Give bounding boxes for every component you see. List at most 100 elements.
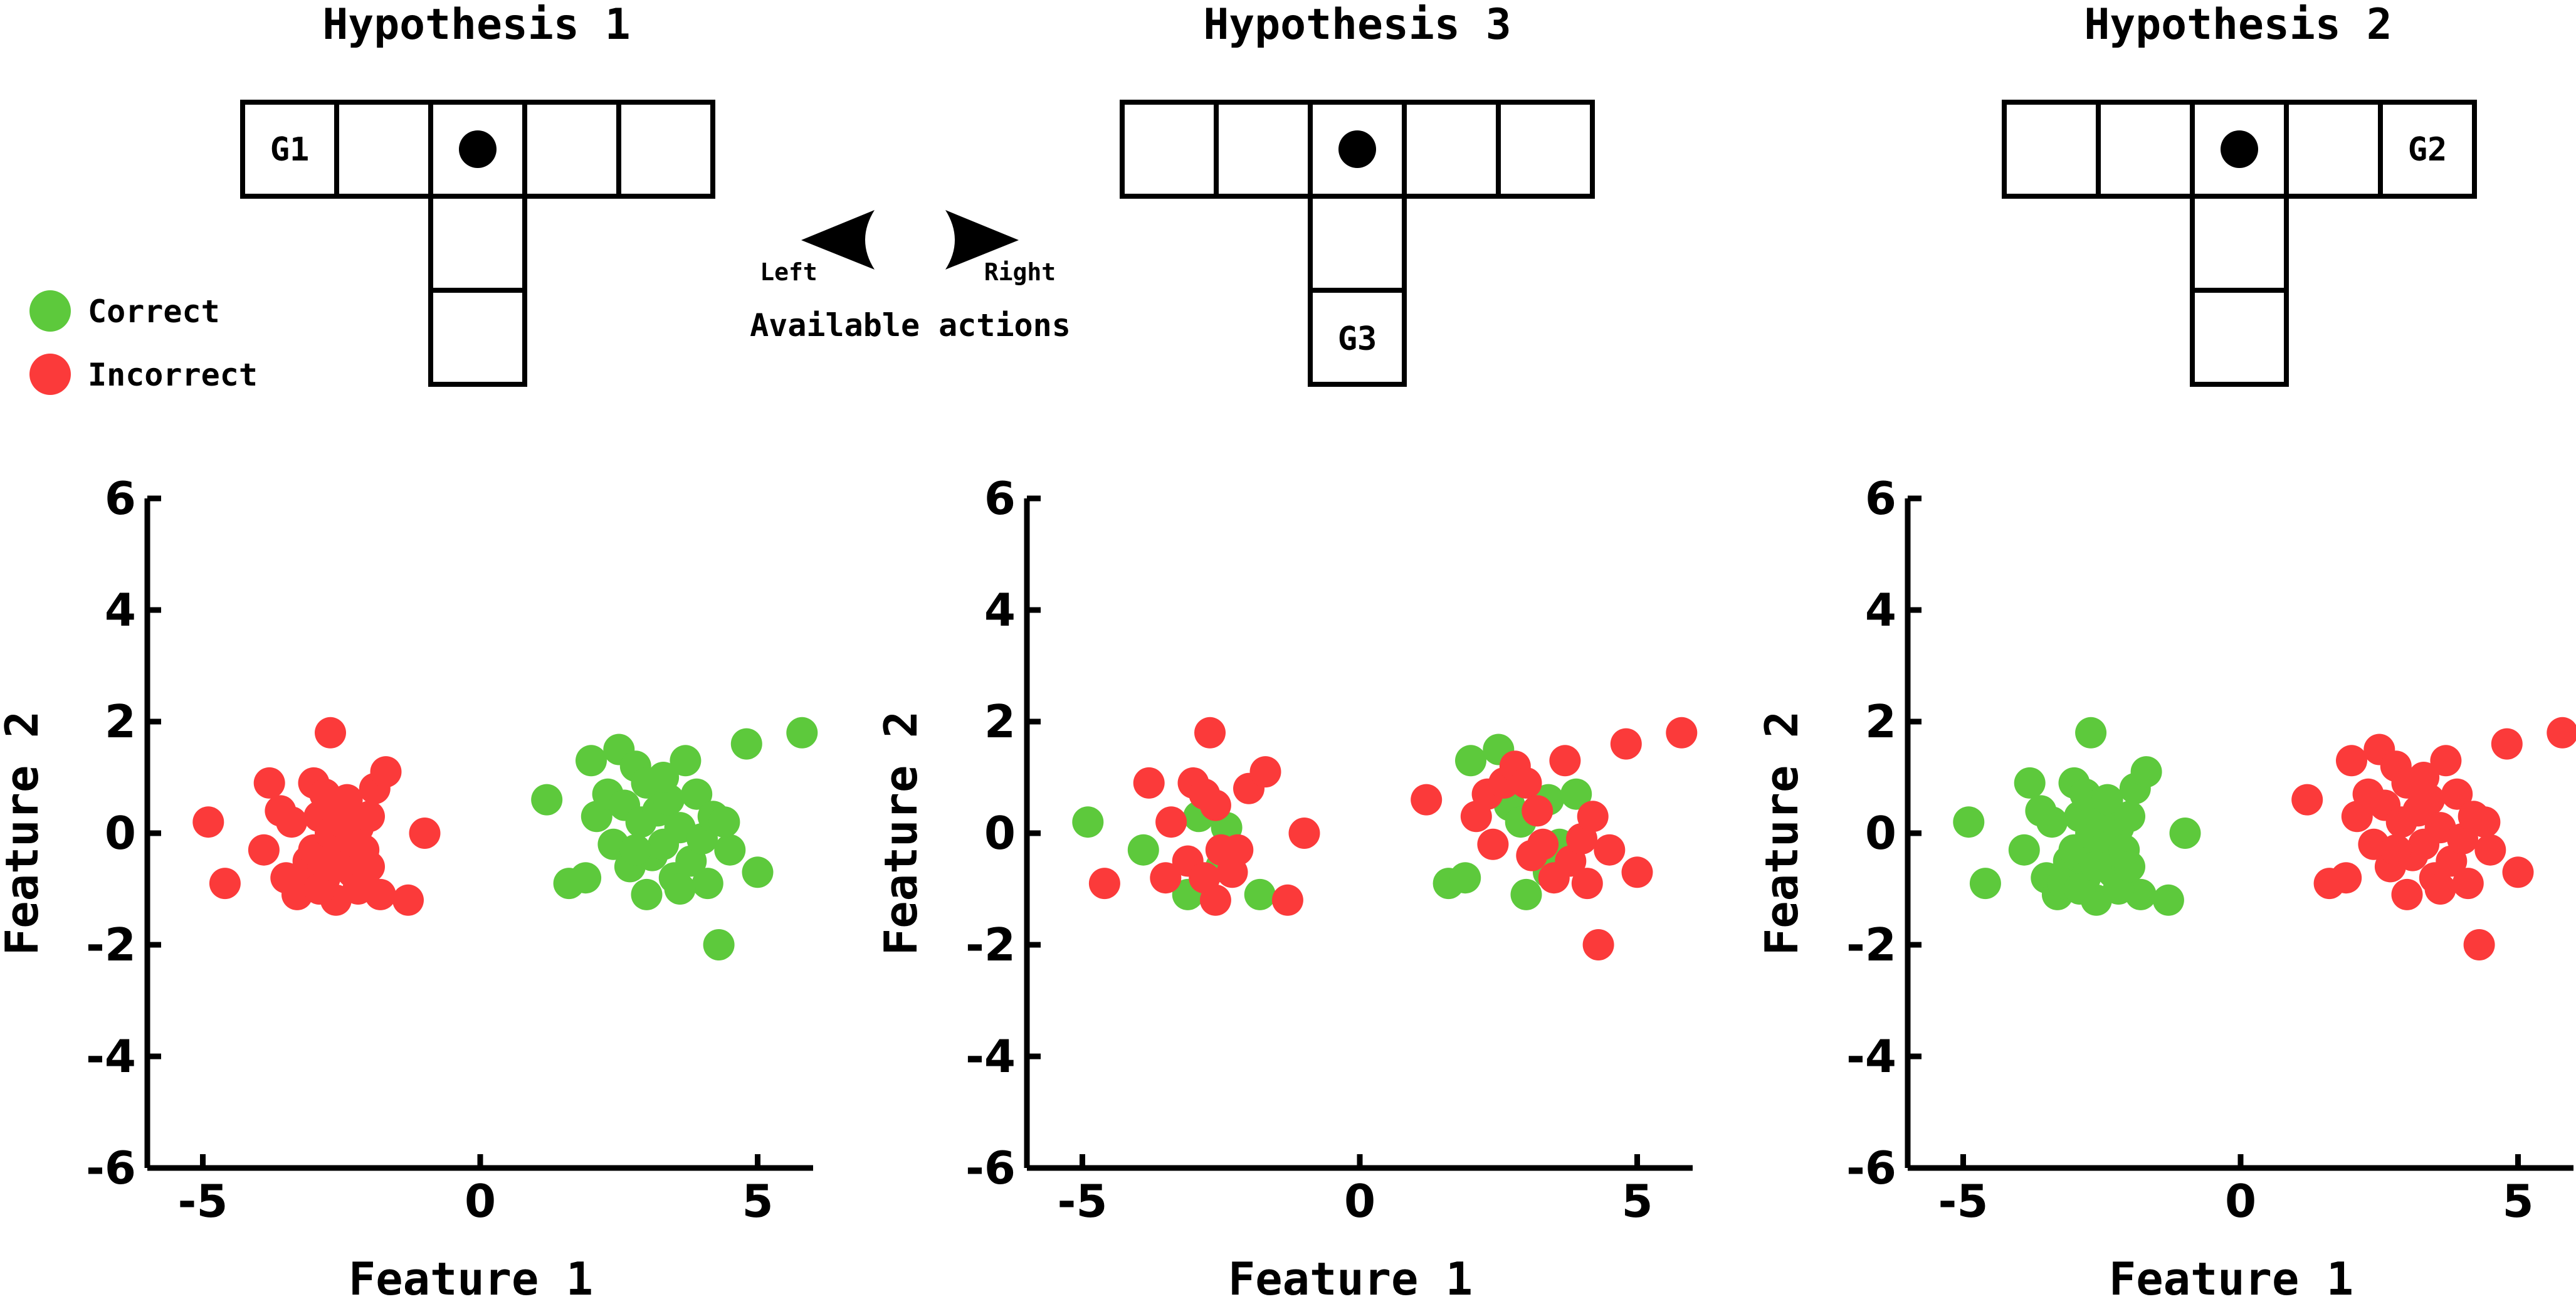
data-point-correct [2075, 717, 2107, 749]
data-point-correct [531, 784, 563, 816]
y-tick-label: -2 [86, 918, 136, 971]
maze-cell [2284, 100, 2383, 199]
goal-label-1: G1 [270, 131, 310, 169]
y-tick-label: 2 [105, 695, 136, 748]
data-point-incorrect [1527, 828, 1559, 860]
y-axis-label: Feature 2 [875, 711, 927, 955]
x-axis-label: Feature 1 [1228, 1253, 1473, 1299]
maze-cell [522, 100, 621, 199]
maze-cell [334, 100, 433, 199]
y-tick-label: 4 [1865, 584, 1896, 636]
arrow-right-icon [945, 210, 1019, 270]
maze-cell [1120, 100, 1219, 199]
series-correct [1953, 717, 2201, 916]
data-point-correct [2025, 795, 2057, 827]
y-tick-label: -4 [86, 1030, 136, 1083]
legend-correct-marker [29, 290, 71, 332]
series-incorrect [2291, 717, 2576, 960]
hypothesis-panel-1: Hypothesis 1 G1 [240, 0, 715, 387]
data-point-incorrect [1582, 929, 1614, 960]
data-point-correct [691, 868, 723, 900]
data-point-correct [742, 856, 774, 888]
data-point-incorrect [409, 818, 441, 849]
data-point-correct [1449, 862, 1481, 894]
data-point-correct [648, 762, 680, 793]
maze-cell [428, 194, 527, 293]
data-point-correct [664, 873, 696, 905]
data-point-correct [2169, 818, 2201, 849]
data-point-correct [1969, 868, 2001, 900]
x-axis-label: Feature 1 [349, 1253, 593, 1299]
t-maze-grid-2: G2 [2002, 100, 2477, 387]
x-tick-label: 0 [2225, 1175, 2256, 1228]
data-point-correct [1455, 745, 1486, 777]
maze-cell [1496, 100, 1595, 199]
maze-cell [1308, 288, 1407, 387]
data-point-incorrect [2408, 762, 2440, 793]
data-point-correct [703, 929, 735, 960]
y-tick-label: 6 [984, 472, 1016, 525]
y-axis-label: Feature 2 [0, 711, 48, 955]
data-point-correct [708, 806, 740, 838]
series-correct [531, 717, 818, 960]
data-point-correct [714, 834, 746, 866]
data-point-incorrect [2452, 868, 2484, 900]
goal-label-2: G2 [2408, 131, 2447, 169]
data-point-incorrect [1610, 728, 1642, 760]
maze-cell [2378, 100, 2477, 199]
y-tick-label: 0 [1865, 807, 1896, 860]
y-tick-label: 6 [1865, 472, 1896, 525]
right-action-label: Right [984, 258, 1056, 286]
data-point-incorrect [253, 767, 285, 799]
data-point-incorrect [1249, 756, 1281, 788]
data-point-correct [2114, 801, 2145, 833]
data-point-incorrect [2336, 745, 2367, 777]
x-tick-label: 0 [465, 1175, 496, 1228]
legend-incorrect-marker [29, 354, 71, 395]
data-point-incorrect [1666, 717, 1698, 749]
data-point-incorrect [1150, 862, 1182, 894]
maze-cell [2190, 288, 2289, 387]
data-point-correct [631, 878, 663, 910]
scatter-plot-hypothesis-1: -6 -4 -2 0 2 4 6 -5 0 5 Feature 1 Feature 2 [0, 472, 818, 1299]
scatter-plot-hypothesis-3: -6 -4 -2 0 2 4 6 -5 0 5 Feature 1 Feature 2 [875, 472, 1698, 1299]
maze-cell [240, 100, 339, 199]
data-point-incorrect [2424, 873, 2456, 905]
data-point-incorrect [303, 873, 335, 905]
data-point-incorrect [370, 756, 402, 788]
data-point-correct [730, 728, 762, 760]
data-point-correct [2014, 767, 2046, 799]
arrow-left-icon [801, 210, 875, 270]
maze-cell [1308, 194, 1407, 293]
data-point-correct [2091, 784, 2123, 816]
data-point-correct [2064, 873, 2096, 905]
data-point-correct [576, 745, 607, 777]
y-tick-label: 2 [1865, 695, 1896, 748]
scatter-plot-hypothesis-2: -6 -4 -2 0 2 4 6 -5 0 5 Feature 1 Feature 2 [1755, 472, 2576, 1299]
data-point-incorrect [1477, 828, 1509, 860]
legend-correct-label: Correct [88, 293, 220, 330]
data-point-incorrect [1594, 834, 1626, 866]
data-point-incorrect [1271, 884, 1303, 916]
x-tick-label: 5 [742, 1175, 773, 1228]
maze-cell [428, 288, 527, 387]
data-point-correct [619, 834, 651, 866]
data-point-correct [1510, 878, 1542, 910]
y-tick-label: -6 [1846, 1142, 1896, 1194]
data-point-correct [1560, 778, 1592, 810]
data-point-incorrect [354, 801, 385, 833]
goal-label-3: G3 [1338, 320, 1377, 358]
data-point-correct [1127, 834, 1159, 866]
data-point-incorrect [2469, 806, 2501, 838]
y-tick-label: 0 [984, 807, 1016, 860]
data-point-incorrect [1621, 856, 1653, 888]
series-incorrect [1088, 717, 1698, 960]
data-point-correct [1244, 878, 1276, 910]
data-point-incorrect [1088, 868, 1120, 900]
data-point-correct [670, 745, 702, 777]
data-point-correct [1953, 806, 1985, 838]
y-tick-label: -6 [86, 1142, 136, 1194]
data-point-incorrect [1194, 717, 1226, 749]
hypothesis-title-3: Hypothesis 3 [1203, 0, 1511, 50]
